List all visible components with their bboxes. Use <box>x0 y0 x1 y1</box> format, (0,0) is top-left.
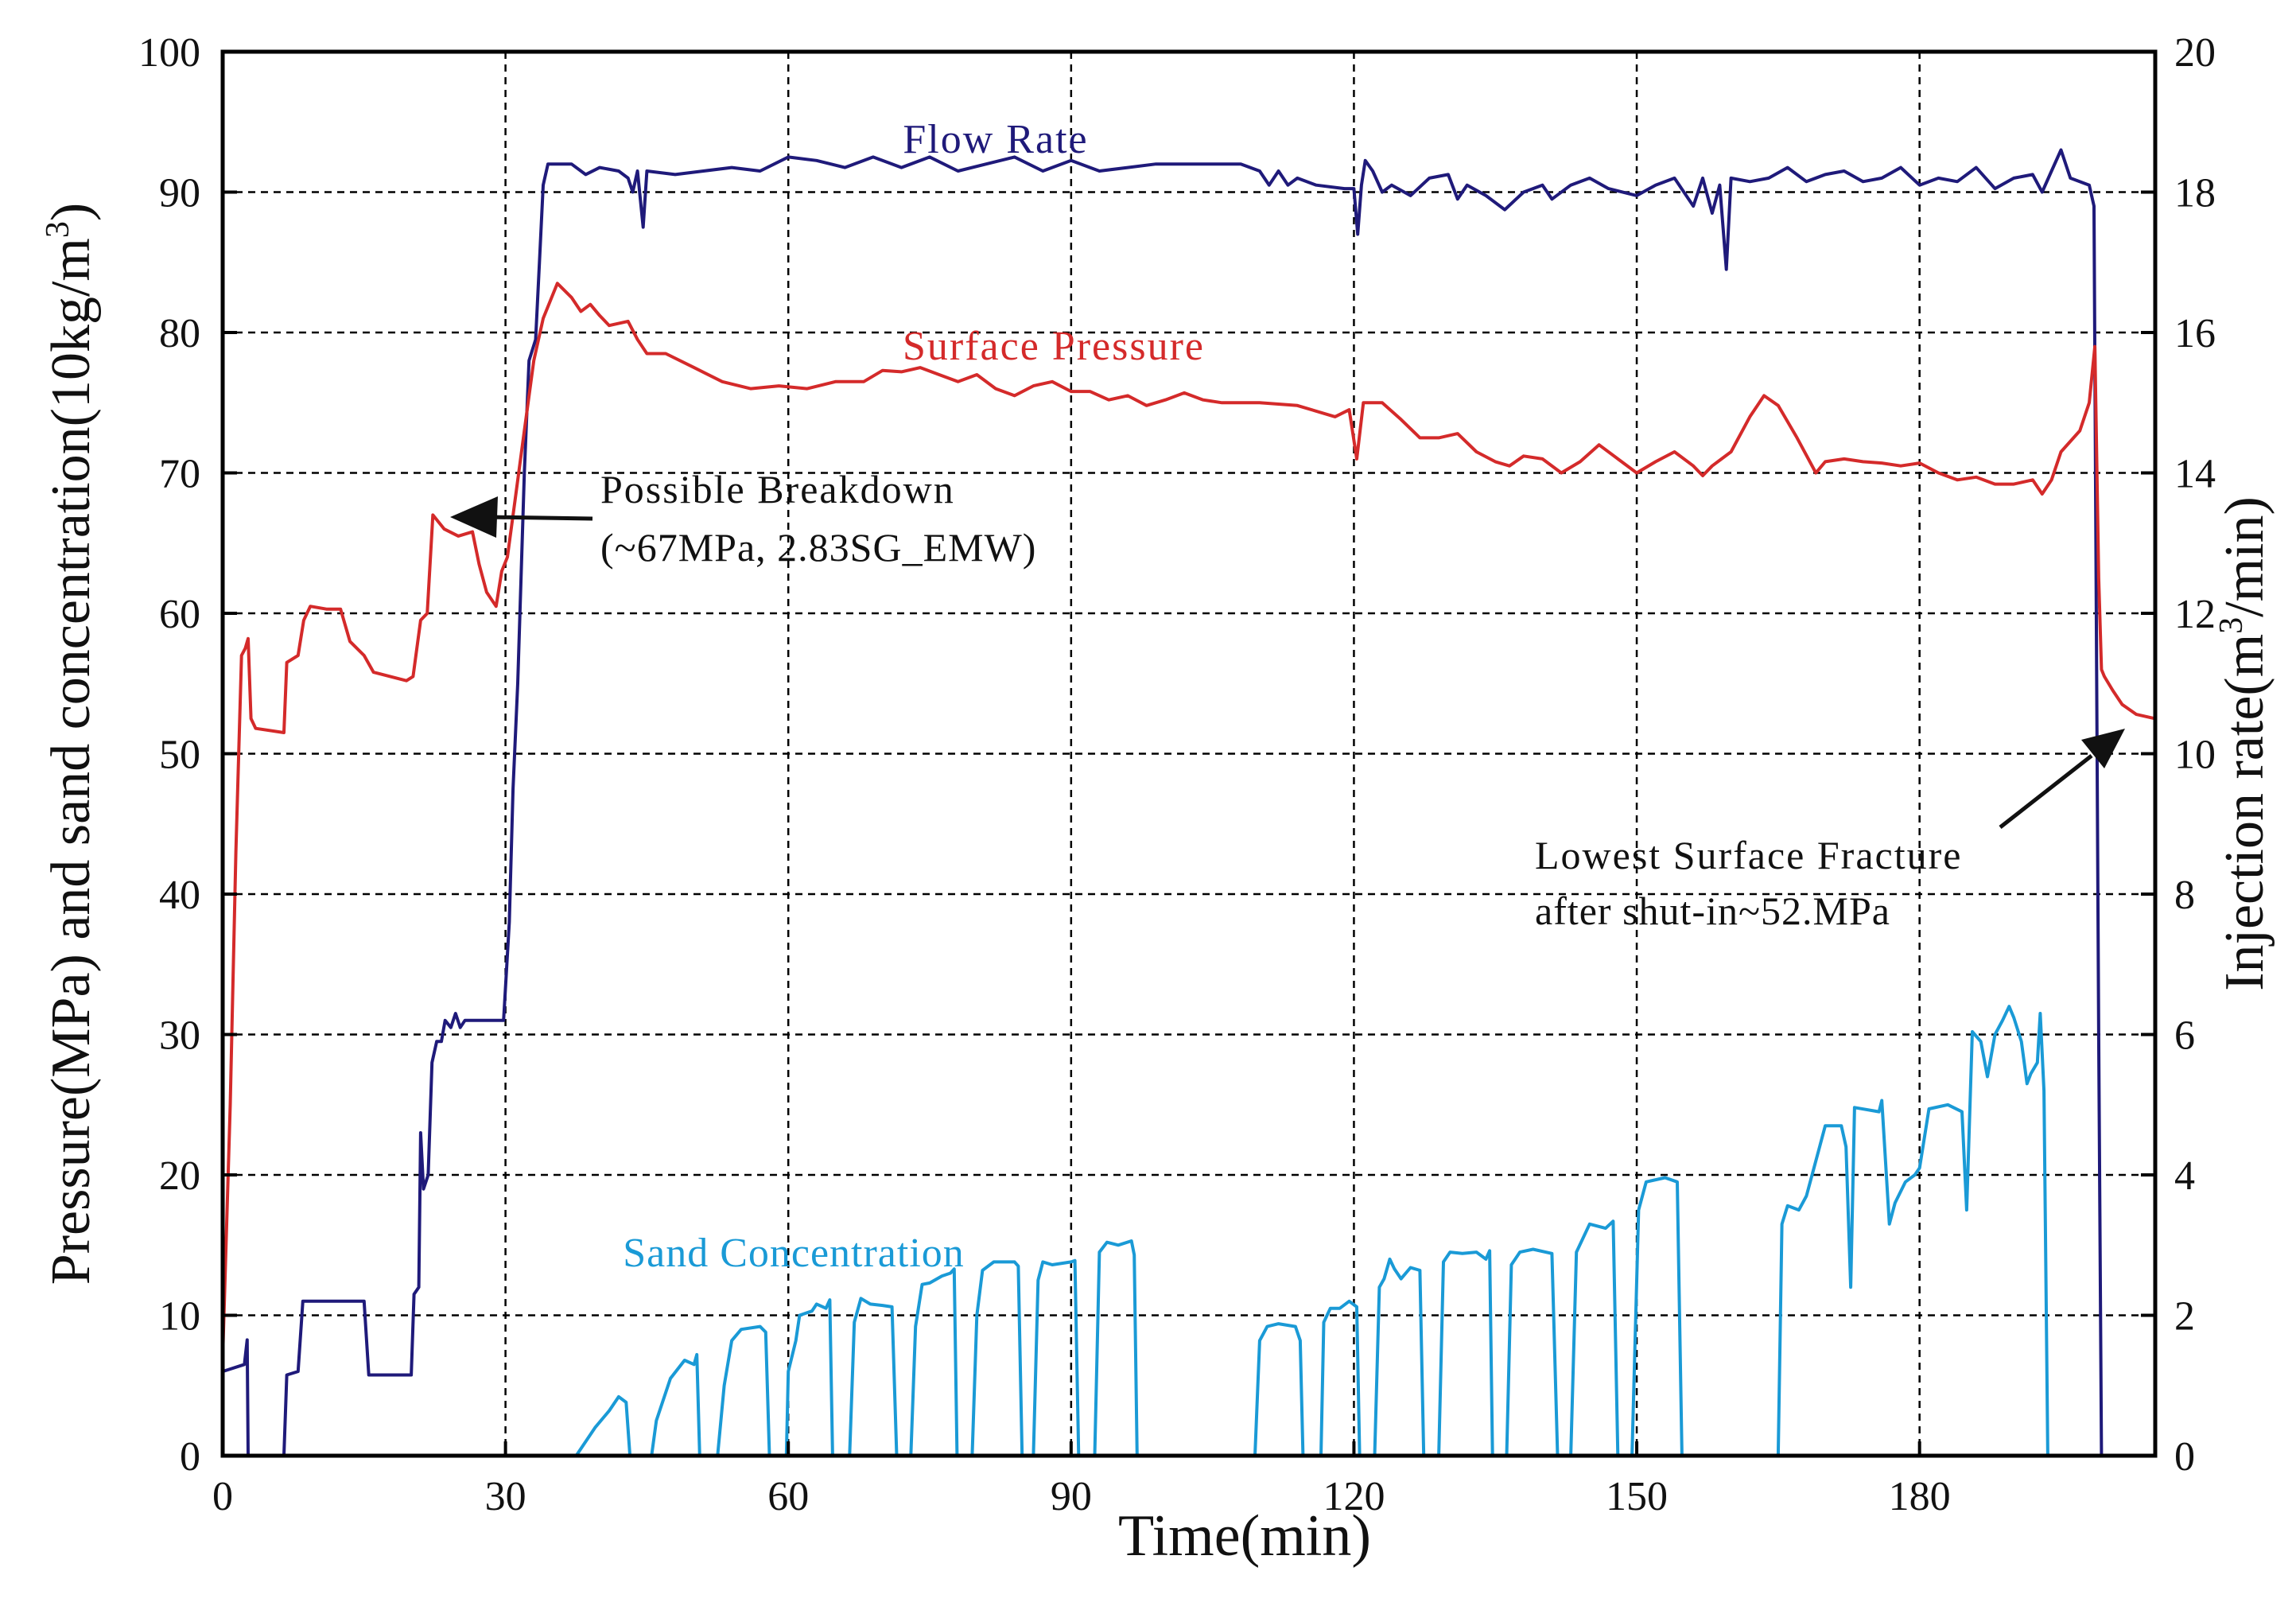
series-line-sand-concentration-6 <box>909 1267 959 1456</box>
series-line-sand-concentration-4 <box>784 1298 834 1456</box>
x-tick-label-120: 120 <box>1323 1474 1385 1519</box>
series-line-sand-concentration-15 <box>1569 1219 1620 1456</box>
y-right-tick-label-4: 4 <box>2174 1153 2195 1199</box>
y-right-tick-label-8: 8 <box>2174 873 2195 918</box>
axes-layer <box>220 49 2158 1458</box>
x-tick-label-60: 60 <box>767 1474 809 1519</box>
series-line-flow-rate <box>222 148 2104 1457</box>
series-line-sand-concentration-7 <box>970 1260 1024 1456</box>
y-left-tick-label-40: 40 <box>159 873 200 918</box>
annotation-shut-in-arrowhead <box>2081 729 2125 768</box>
y-axis-right-title-main: Injection rate(m <box>2214 634 2275 991</box>
series-line-sand-concentration-3 <box>716 1324 771 1456</box>
annotation-breakdown-arrowhead <box>450 496 498 538</box>
annotation-shut-in-line2: after shut-in~52.MPa <box>1535 889 1890 933</box>
tick-labels: 0 30 60 90 120 150 180 0 10 20 30 40 50 60 70 80 90 100 0 2… <box>138 30 2216 1519</box>
y-left-tick-label-60: 60 <box>159 592 200 637</box>
y-axis-right-title: Injection rate(m3/min) <box>2213 496 2275 991</box>
series-line-sand-concentration-11 <box>1319 1299 1362 1456</box>
y-left-tick-label-50: 50 <box>159 733 200 778</box>
y-right-tick-label-0: 0 <box>2174 1434 2195 1480</box>
y-left-tick-label-30: 30 <box>159 1013 200 1059</box>
annotation-breakdown: Possible Breakdown (~67MPa, 2.83SG_EMW) <box>450 467 1036 570</box>
series-line-sand-concentration-9 <box>1093 1239 1139 1456</box>
y-axis-left-title-sup: 3 <box>40 221 76 238</box>
annotation-breakdown-arrow-shaft <box>488 515 593 521</box>
y-right-tick-label-20: 20 <box>2174 30 2216 76</box>
y-left-tick-label-90: 90 <box>159 171 200 216</box>
y-left-tick-label-70: 70 <box>159 452 200 497</box>
x-tick-label-150: 150 <box>1606 1474 1668 1519</box>
y-axis-left-title: Pressure(MPa) and sand concentration(10k… <box>40 203 102 1285</box>
series-line-sand-concentration-16 <box>1630 1176 1684 1456</box>
y-right-tick-label-18: 18 <box>2174 171 2216 216</box>
y-axis-right-title-sup: 3 <box>2213 617 2250 634</box>
annotation-breakdown-line2: (~67MPa, 2.83SG_EMW) <box>600 525 1036 570</box>
annotation-shut-in-line1: Lowest Surface Fracture <box>1535 833 1962 877</box>
series-line-surface-pressure <box>221 282 2156 1358</box>
series-line-sand-concentration-5 <box>848 1297 899 1456</box>
series-line-sand-concentration-13 <box>1437 1249 1494 1456</box>
y-right-tick-label-6: 6 <box>2174 1013 2195 1059</box>
series-label-sand-concentration: Sand Concentration <box>623 1231 965 1276</box>
annotation-shut-in-arrow-shaft <box>1999 754 2093 829</box>
grid-lines <box>223 52 2155 1456</box>
x-tick-label-0: 0 <box>212 1474 233 1519</box>
y-right-tick-label-16: 16 <box>2174 311 2216 356</box>
y-left-tick-label-0: 0 <box>180 1434 200 1480</box>
series-label-flow-rate: Flow Rate <box>903 117 1088 162</box>
y-right-tick-label-10: 10 <box>2174 733 2216 778</box>
series-line-sand-concentration-14 <box>1505 1247 1560 1456</box>
series-line-sand-concentration-10 <box>1253 1322 1305 1456</box>
series-line-sand-concentration-1 <box>574 1394 632 1457</box>
series-layer <box>221 148 2156 1457</box>
series-line-sand-concentration-12 <box>1373 1257 1426 1456</box>
y-right-tick-label-2: 2 <box>2174 1294 2195 1340</box>
series-line-sand-concentration-8 <box>1031 1258 1081 1456</box>
x-tick-label-30: 30 <box>485 1474 526 1519</box>
x-axis-title: Time(min) <box>1118 1503 1371 1569</box>
annotation-shut-in: Lowest Surface Fracture after shut-in~52… <box>1535 729 2125 933</box>
series-label-surface-pressure: Surface Pressure <box>903 324 1205 369</box>
y-right-tick-label-12: 12 <box>2174 592 2216 637</box>
series-line-sand-concentration-2 <box>650 1352 701 1456</box>
x-tick-label-90: 90 <box>1051 1474 1092 1519</box>
y-left-tick-label-100: 100 <box>138 30 200 76</box>
y-axis-left-title-main: Pressure(MPa) and sand concentration(10k… <box>41 238 102 1285</box>
annotation-breakdown-line1: Possible Breakdown <box>600 467 955 511</box>
y-axis-right-title-tail: /min) <box>2214 496 2275 617</box>
y-left-tick-label-10: 10 <box>159 1294 200 1340</box>
y-right-tick-label-14: 14 <box>2174 452 2216 497</box>
y-left-tick-label-20: 20 <box>159 1153 200 1199</box>
y-left-tick-label-80: 80 <box>159 311 200 356</box>
x-tick-label-180: 180 <box>1889 1474 1951 1519</box>
series-line-sand-concentration-17 <box>1776 1005 2049 1456</box>
y-axis-left-title-tail: ) <box>41 203 102 221</box>
